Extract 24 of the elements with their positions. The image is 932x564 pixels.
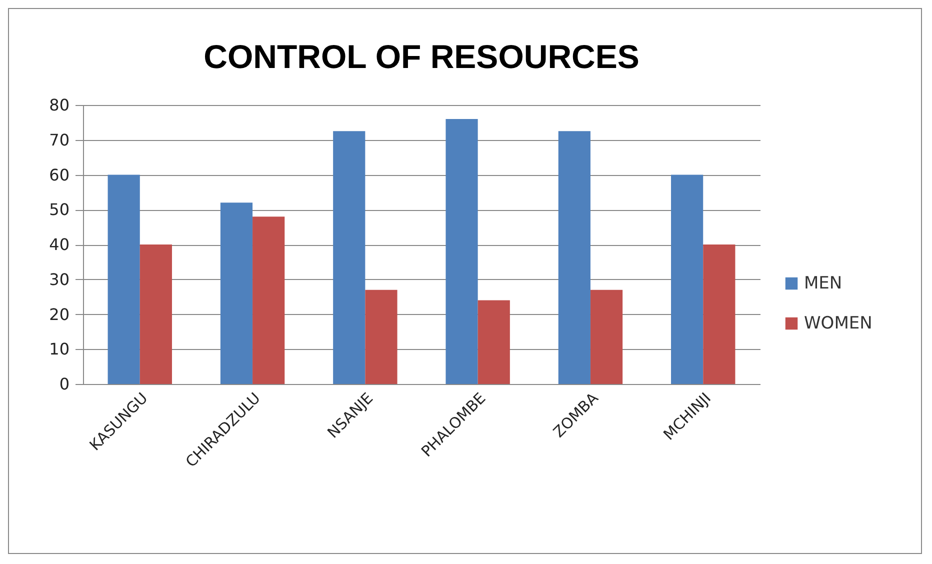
bar [703, 244, 736, 384]
y-tick-label: 50 [49, 200, 70, 220]
bar [446, 118, 478, 384]
y-tick-label: 30 [49, 270, 70, 289]
y-tick-label: 60 [49, 165, 70, 184]
bar [671, 174, 704, 384]
bar [590, 290, 623, 384]
bar [365, 290, 398, 384]
chart-title: CONTROL OF RESOURCES [204, 38, 640, 75]
y-tick-label: 10 [49, 340, 70, 359]
y-tick-label: 80 [49, 96, 70, 114]
legend-label: WOMEN [804, 314, 872, 334]
y-tick-label: 40 [49, 235, 70, 254]
y-tick-label: 70 [49, 130, 70, 150]
bar [558, 131, 590, 384]
bar [140, 244, 172, 384]
y-tick-label: 0 [59, 374, 70, 394]
bar [108, 174, 140, 384]
bar [252, 216, 285, 384]
legend-label: MEN [804, 274, 842, 294]
y-tick-label: 20 [49, 304, 70, 324]
bar [478, 300, 510, 384]
bar [220, 202, 253, 384]
bar [333, 131, 366, 384]
